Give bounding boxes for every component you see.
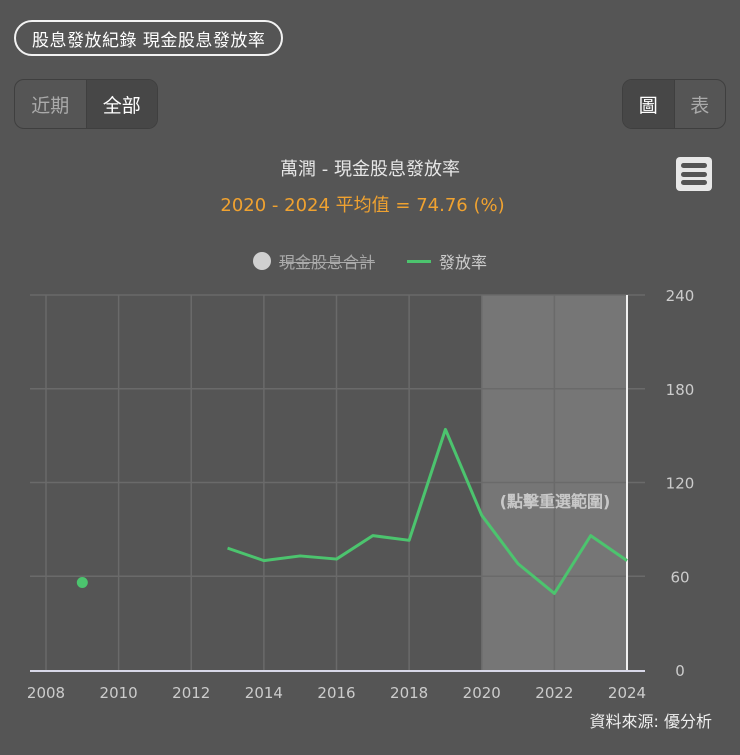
x-tick-label: 2014 [245, 684, 283, 702]
y-tick-label: 240 [666, 287, 695, 305]
x-tick-label: 2008 [27, 684, 65, 702]
series-line-payout-ratio [227, 427, 628, 595]
y-tick-label: 0 [675, 662, 685, 680]
legend-label: 現金股息合計 [278, 253, 375, 272]
view-toggle: 圖 表 [622, 79, 726, 129]
x-tick-label: 2018 [390, 684, 428, 702]
y-tick-label: 180 [666, 381, 695, 399]
circle-icon [252, 252, 271, 270]
legend-label: 發放率 [439, 253, 488, 272]
chart-title: 萬潤 - 現金股息發放率 [280, 159, 460, 180]
x-tick-label: 2012 [172, 684, 210, 702]
range-recent-button[interactable]: 近期 [31, 94, 70, 117]
y-tick-label: 60 [670, 568, 689, 586]
range-toggle: 近期 全部 [14, 79, 158, 129]
source-note: 資料來源: 優分析 [589, 712, 712, 731]
view-table-button[interactable]: 表 [673, 80, 726, 128]
line-icon [407, 259, 431, 263]
legend: 現金股息合計 發放率 [0, 249, 740, 273]
view-chart-button[interactable]: 圖 [623, 80, 674, 128]
x-tick-label: 2016 [317, 684, 355, 702]
legend-item-payout-ratio[interactable]: 發放率 [407, 249, 487, 273]
x-tick-label: 2022 [535, 684, 573, 702]
legend-item-cash-dividend[interactable]: 現金股息合計 [252, 249, 375, 273]
range-all-button[interactable]: 全部 [85, 80, 157, 128]
y-tick-label: 120 [666, 475, 695, 493]
chart-subtitle: 2020 - 2024 平均值 = 74.76 (%) [220, 195, 505, 216]
section-title[interactable]: 股息發放紀錄 現金股息發放率 [14, 20, 284, 56]
x-tick-label: 2020 [463, 684, 501, 702]
selection-hint: (點擊重選範圍) [500, 492, 611, 511]
data-point [76, 577, 88, 588]
hamburger-menu-icon[interactable] [676, 157, 712, 191]
x-tick-label: 2010 [100, 684, 138, 702]
x-tick-label: 2024 [608, 684, 646, 702]
